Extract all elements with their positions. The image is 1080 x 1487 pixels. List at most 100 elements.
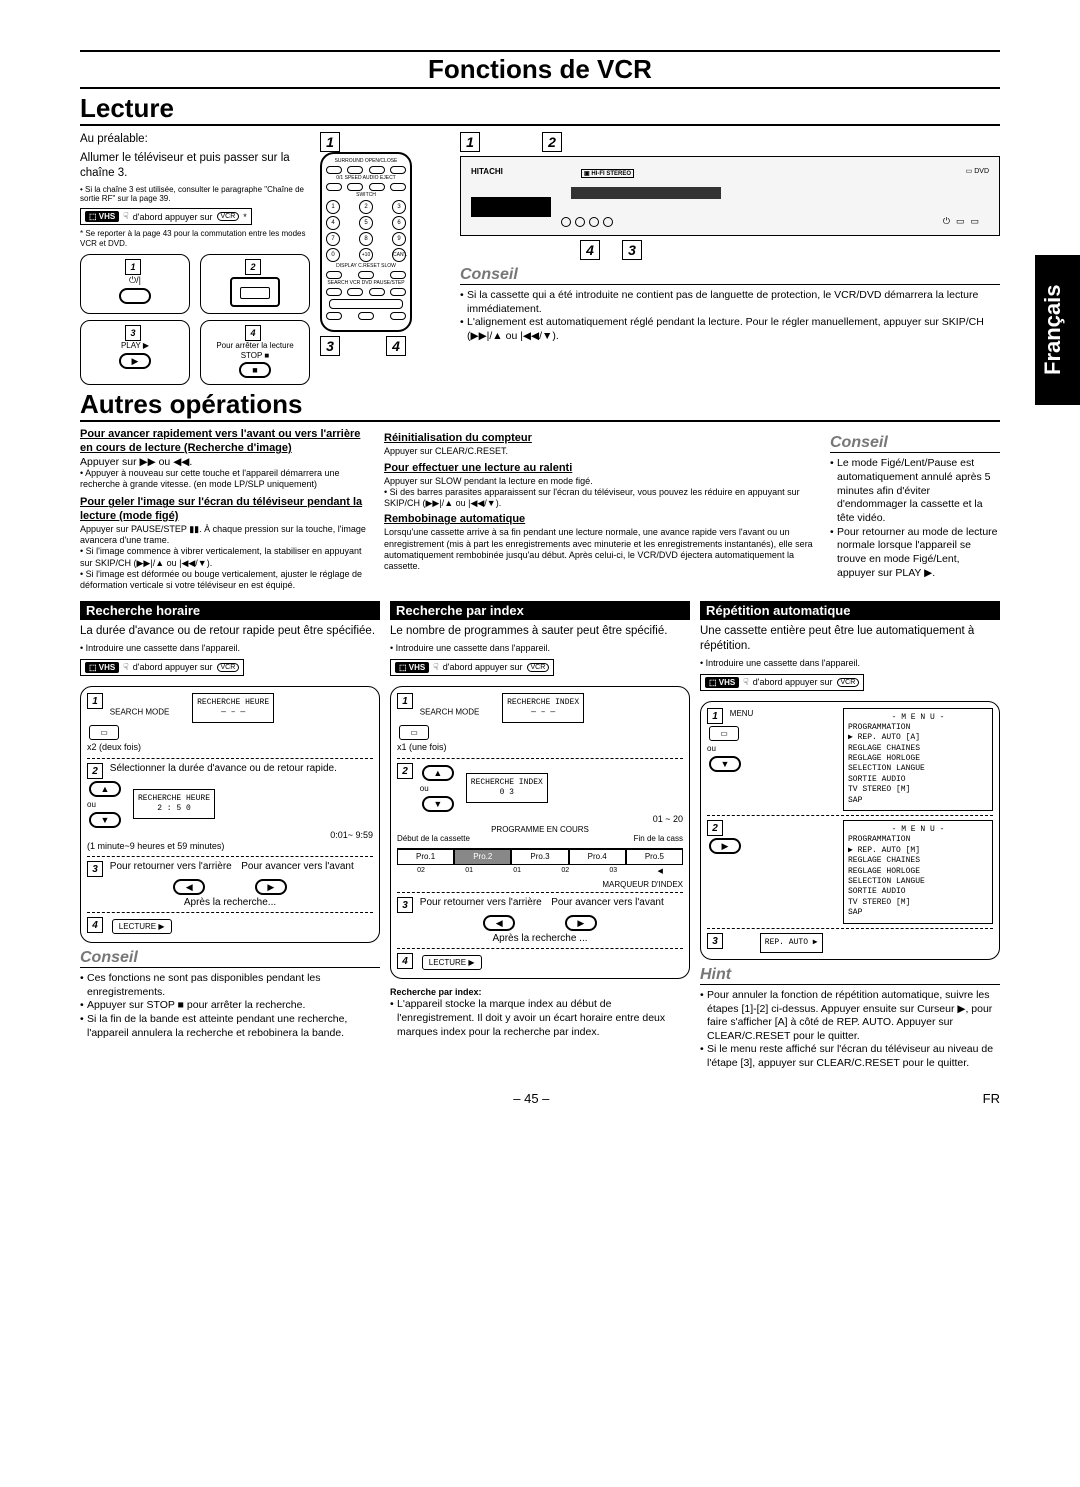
step3-play: 3 PLAY ▶ ▶: [80, 320, 190, 385]
col-index-hdr: Recherche par index: [390, 601, 690, 620]
col-time: Recherche horaire La durée d'avance ou d…: [80, 601, 380, 1070]
menu-btn: ▭: [709, 726, 739, 741]
conseil-top-header: Conseil: [460, 266, 1000, 285]
idx-after: Après la recherche ...: [397, 933, 683, 944]
hint-list: Pour annuler la fonction de répétition a…: [700, 989, 1000, 1071]
main-title-bar: Fonctions de VCR: [80, 50, 1000, 89]
freeze-title: Pour geler l'image sur l'écran du télévi…: [80, 496, 370, 524]
callout-b3: 3: [622, 240, 642, 260]
idx-s1-osd: RECHERCHE INDEX — ‒ —: [502, 693, 584, 724]
down-btn: ▼: [89, 812, 121, 828]
col-index-intro: Le nombre de programmes à sauter peut êt…: [390, 624, 690, 639]
ops-right-col: Conseil Le mode Figé/Lent/Pause est auto…: [830, 428, 1000, 591]
idx-s1-label: SEARCH MODE: [420, 707, 480, 716]
prealable-note: • Si la chaîne 3 est utilisée, consulter…: [80, 185, 310, 204]
idx-s1-note: x1 (une fois): [397, 742, 683, 753]
time-step4-btn: LECTURE ▶: [112, 919, 172, 934]
idx-rew: ◀: [483, 915, 515, 931]
vhs-badge-rep: ⬚ VHS☟ d'abord appuyer sur VCR: [700, 674, 864, 691]
callout-b4: 4: [580, 240, 600, 260]
col-index: Recherche par index Le nombre de program…: [390, 601, 690, 1070]
time-s2-text: Sélectionner la durée d'avance ou de ret…: [110, 763, 337, 774]
idx-range: 01 ~ 20: [397, 814, 683, 825]
conseil-right-b2: Pour retourner au mode de lecture normal…: [830, 526, 1000, 581]
idx-up: ▲: [422, 765, 454, 781]
callout-3a: 3: [320, 336, 340, 356]
conseil-top-list: Si la cassette qui a été introduite ne c…: [460, 289, 1000, 344]
vcr-unit-block: 1 2 HITACHI ▣ HI-FI STEREO ▭ DVD ⏻ ▭ ▭ 4…: [460, 132, 1000, 385]
conseil-right-list: Le mode Figé/Lent/Pause est automatiquem…: [830, 457, 1000, 580]
col-time-insert: • Introduire une cassette dans l'apparei…: [80, 643, 380, 654]
idx-s3-fwd: Pour avancer vers l'avant: [551, 897, 680, 908]
callout-4down: 4: [386, 336, 406, 356]
col-time-hdr: Recherche horaire: [80, 601, 380, 620]
se-reporter: * Se reporter à la page 43 pour la commu…: [80, 229, 310, 248]
step2-cassette: 2: [200, 254, 310, 314]
rep-menu1: - M E N U - PROGRAMMATION ▶ REP. AUTO [A…: [843, 708, 993, 812]
repeat-box: 1 MENU - M E N U - PROGRAMMATION ▶ REP. …: [700, 701, 1000, 960]
play-btn-icon: ▶: [119, 353, 151, 369]
asterisk: *: [243, 212, 247, 222]
time-s1-label: SEARCH MODE: [110, 707, 170, 716]
rep-s3-osd: REP. AUTO ▶: [760, 933, 823, 953]
search-mode-btn: ▭: [89, 725, 119, 740]
prealable-block: Au préalable: Allumer le téléviseur et p…: [80, 132, 310, 385]
page-footer: – 45 – FR: [80, 1091, 1000, 1106]
vcr-unit-diagram: HITACHI ▣ HI-FI STEREO ▭ DVD ⏻ ▭ ▭: [460, 156, 1000, 236]
prealable-line1: Allumer le téléviseur et puis passer sur…: [80, 151, 310, 181]
vcr-stereo: ▣ HI-FI STEREO: [581, 169, 634, 178]
remote-row-top: SURROUND OPEN/CLOSE: [326, 159, 406, 164]
stop-btn-icon: ■: [239, 362, 271, 378]
freeze-l1: Appuyer sur PAUSE/STEP ▮▮. À chaque pres…: [80, 524, 370, 547]
autres-heading: Autres opérations: [80, 389, 303, 420]
conseil-top-b2: L'alignement est automatiquement réglé p…: [460, 316, 1000, 343]
vhs-badge-index: ⬚ VHS☟ d'abord appuyer sur VCR: [390, 659, 554, 676]
power-btn-icon: [119, 288, 151, 304]
up-btn: ▲: [89, 781, 121, 797]
lecture-heading: Lecture: [80, 93, 174, 124]
counter-title: Réinitialisation du compteur: [384, 432, 816, 444]
page-lang: FR: [983, 1091, 1000, 1106]
idx-s3-back: Pour retourner vers l'arrière: [420, 897, 549, 908]
ops-left-col: Pour avancer rapidement vers l'avant ou …: [80, 428, 370, 591]
slow-l2: • Si des barres parasites apparaissent s…: [384, 487, 816, 510]
conseil-label: Conseil: [460, 266, 518, 283]
hint-hdr: Hint: [700, 966, 1000, 985]
prealable-heading: Au préalable:: [80, 132, 310, 147]
lecture-steps-row: 1 ⏻/| 2: [80, 254, 310, 314]
vhs-badge-time: ⬚ VHS☟ d'abord appuyer sur VCR: [80, 659, 244, 676]
ff-btn: ▶: [255, 879, 287, 895]
language-tab: Français: [1035, 255, 1080, 405]
hint-b2: Si le menu reste affiché sur l'écran du …: [700, 1043, 1000, 1070]
col-time-intro: La durée d'avance ou de retour rapide pe…: [80, 624, 380, 639]
rep-menu-label: MENU: [730, 709, 754, 718]
conseil-right-b1: Le mode Figé/Lent/Pause est automatiquem…: [830, 457, 1000, 525]
time-range: 0:01~ 9:59: [330, 830, 373, 840]
tape-hdr: PROGRAMME EN COURS: [397, 825, 683, 835]
three-columns: Recherche horaire La durée d'avance ou d…: [80, 601, 1000, 1070]
idx-step4: LECTURE ▶: [422, 955, 482, 970]
time-s1-note: x2 (deux fois): [87, 742, 373, 753]
time-s1-osd: RECHERCHE HEURE — ‒ —: [192, 693, 274, 724]
section-autres: Autres opérations: [80, 389, 1000, 422]
fast-l1: Appuyer sur ▶▶ ou ◀◀.: [80, 456, 370, 468]
vhs-icon: ⬚ VHS: [85, 211, 119, 222]
remote-mode-row: SEARCH VCR DVD PAUSE/STEP: [326, 281, 406, 286]
index-box: 1 SEARCH MODE RECHERCHE INDEX — ‒ — ▭ x1…: [390, 686, 690, 979]
fast-title: Pour avancer rapidement vers l'avant ou …: [80, 428, 370, 456]
vhs-hint: d'abord appuyer sur: [133, 212, 213, 222]
stop-caption: Pour arrêter la lecture: [205, 341, 305, 351]
rewind-title: Rembobinage automatique: [384, 513, 816, 525]
rew-btn: ◀: [173, 879, 205, 895]
col-repeat-insert: • Introduire une cassette dans l'apparei…: [700, 658, 1000, 669]
callout-top-2: 2: [542, 132, 562, 152]
lecture-grid: Au préalable: Allumer le téléviseur et p…: [80, 132, 1000, 385]
remote-disp-row: DISPLAY C.RESET SLOW: [326, 264, 406, 269]
idx-search-btn: ▭: [399, 725, 429, 740]
conseil-top-b1: Si la cassette qui a été introduite ne c…: [460, 289, 1000, 316]
remote-row3: SWITCH: [326, 193, 406, 198]
page-number: – 45 –: [513, 1091, 549, 1106]
remote-block: 1 SURROUND OPEN/CLOSE 0/1 SPEED AUDIO EJ…: [320, 132, 450, 385]
rep-cursor: ▶: [709, 838, 741, 854]
idx-s2-osd: RECHERCHE INDEX 0 3: [466, 773, 548, 804]
